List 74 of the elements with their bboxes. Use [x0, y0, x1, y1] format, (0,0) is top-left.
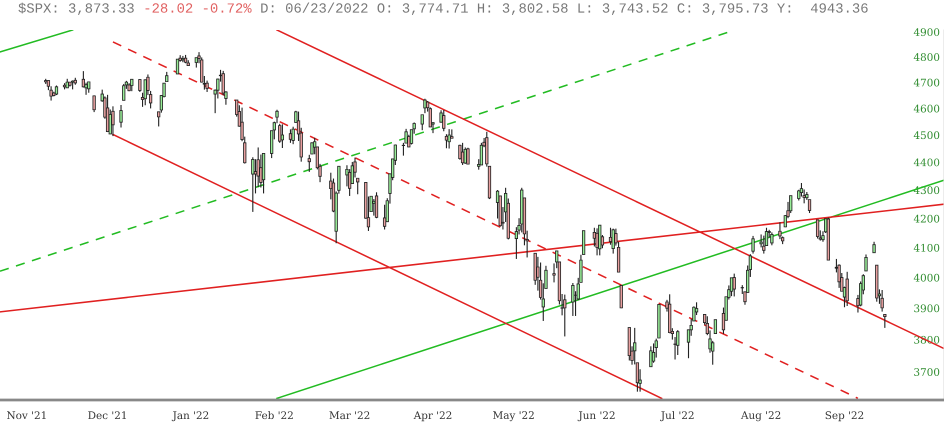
candlestick	[480, 142, 484, 166]
candlestick	[464, 146, 467, 164]
candlestick	[816, 219, 820, 240]
y-tick-label: 4700	[914, 78, 940, 87]
y-tick-label: 4800	[914, 53, 940, 62]
candlestick	[308, 154, 311, 172]
x-tick-label: Sep '22	[826, 411, 864, 422]
x-tick-label: Nov '21	[7, 411, 46, 420]
candlestick	[880, 289, 884, 312]
candlestick	[652, 342, 656, 364]
candlestick	[466, 147, 470, 165]
candlestick	[762, 235, 766, 254]
candlestick	[563, 294, 566, 337]
candlestick	[176, 58, 180, 74]
candlestick	[205, 80, 209, 93]
text: D: 06/23/2022 O: 3,774.71 H: 3,802.58 L: 3,743.52 C: 3,795.73 Y: 4943.36	[261, 2, 868, 16]
x-tick-label: Feb '22	[255, 411, 293, 420]
x-tick-label: Jan '22	[172, 411, 208, 422]
candlestick	[846, 271, 849, 307]
candlestick	[374, 192, 378, 219]
candlestick	[130, 78, 134, 92]
y-tick-label: 4100	[914, 244, 940, 252]
chart-subtitle: -28.02 -0.72%	[146, 3, 252, 13]
candlestick	[864, 254, 868, 272]
y-tick-label: 3900	[914, 304, 940, 312]
candlestick	[612, 228, 615, 254]
candlestick	[778, 222, 782, 240]
candlestick	[751, 235, 755, 254]
candlestick	[292, 126, 295, 145]
candlestick	[54, 84, 58, 96]
y-tick-label: 3700	[914, 368, 940, 376]
candlestick	[356, 177, 360, 195]
candlestick	[119, 104, 123, 128]
candlestick	[872, 241, 876, 254]
y-tick-label: 4200	[914, 214, 940, 223]
candlestick	[111, 106, 115, 137]
candlestick	[770, 232, 774, 246]
candlestick	[144, 78, 147, 106]
candlestick	[732, 273, 736, 297]
candlestick	[598, 224, 602, 256]
chart-title: $SPX: 3,873.33	[18, 2, 134, 16]
candlestick	[280, 124, 284, 149]
x-tick-label: Jul '22	[660, 411, 694, 422]
y-tick-label: 4900	[914, 28, 940, 36]
candlestick	[66, 78, 69, 88]
x-tick-label: Apr '22	[414, 411, 452, 422]
candlestick	[251, 156, 254, 212]
candlestick	[420, 114, 424, 131]
candlestick	[582, 230, 586, 255]
candlestick	[108, 108, 112, 134]
candlestick	[649, 346, 652, 368]
candlestick	[676, 330, 680, 356]
y-tick-label: 4500	[914, 131, 940, 140]
y-tick-label: 4400	[914, 158, 940, 166]
x-tick-label: May '22	[493, 411, 534, 422]
candlestick	[883, 314, 886, 328]
candlestick	[789, 195, 792, 214]
candlestick	[714, 319, 718, 334]
candlestick	[122, 83, 126, 101]
candlestick	[442, 109, 446, 132]
x-tick-label: Jun '22	[578, 411, 615, 422]
x-tick-label: Mar '22	[330, 411, 370, 420]
x-tick-label: Aug '22	[740, 411, 780, 422]
candlestick	[448, 128, 451, 150]
candlestick	[49, 86, 53, 102]
candlestick	[87, 81, 90, 94]
candlestick	[552, 262, 556, 283]
candlestick	[92, 94, 96, 113]
candlestick	[571, 282, 574, 317]
candlestick	[138, 78, 142, 93]
candlestick	[620, 284, 623, 309]
y-tick-label: 4000	[914, 274, 940, 282]
y-tick-label: 4600	[914, 104, 940, 113]
x-tick-label: Dec '21	[88, 411, 126, 420]
